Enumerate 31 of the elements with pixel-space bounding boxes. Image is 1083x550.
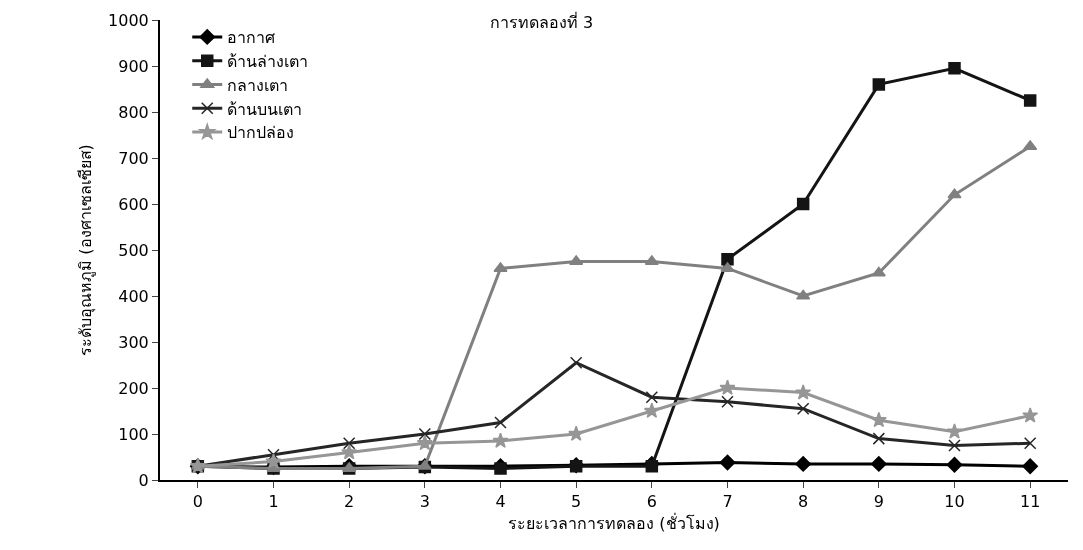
y-tick-label: 0 xyxy=(138,470,149,490)
x-tick-label: 6 xyxy=(646,492,657,512)
x-tick-label: 11 xyxy=(1019,492,1041,512)
legend-label: อากาศ xyxy=(227,28,276,48)
legend-label: ด้านล่างเตา xyxy=(227,51,309,71)
y-tick-label: 500 xyxy=(118,240,149,260)
y-axis-title: ระดับอุณหภูมิ (องศาเซลเซียส) xyxy=(76,144,97,356)
x-tick-label: 0 xyxy=(192,492,203,512)
legend-label: ปากปล่อง xyxy=(227,123,295,143)
legend-label: กลางเตา xyxy=(227,75,289,95)
y-tick-label: 400 xyxy=(118,286,149,306)
y-tick-label: 1000 xyxy=(108,10,149,30)
y-tick-label: 900 xyxy=(118,56,149,76)
y-tick-label: 100 xyxy=(118,424,149,444)
x-tick-label: 3 xyxy=(419,492,430,512)
x-axis-title: ระยะเวลาการทดลอง (ชั่วโมง) xyxy=(508,512,720,534)
x-tick-label: 1 xyxy=(268,492,279,512)
chart-title: การทดลองที่ 3 xyxy=(489,10,594,32)
y-tick-label: 300 xyxy=(118,332,149,352)
x-tick-label: 5 xyxy=(571,492,582,512)
y-tick-label: 600 xyxy=(118,194,149,214)
x-tick-label: 2 xyxy=(344,492,355,512)
y-tick-label: 200 xyxy=(118,378,149,398)
x-tick-label: 10 xyxy=(944,492,965,512)
y-tick-label: 700 xyxy=(118,148,149,168)
legend-label: ด้านบนเตา xyxy=(227,99,303,119)
y-tick-label: 800 xyxy=(118,102,149,122)
x-tick-label: 4 xyxy=(495,492,506,512)
x-tick-label: 9 xyxy=(873,492,884,512)
x-tick-label: 7 xyxy=(722,492,733,512)
x-tick-label: 8 xyxy=(798,492,809,512)
